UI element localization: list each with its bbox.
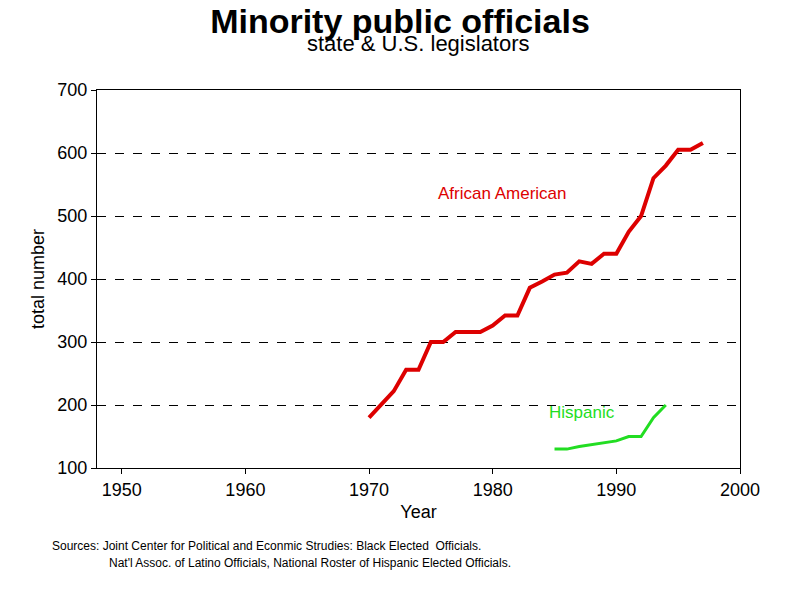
svg-text:400: 400	[57, 269, 87, 289]
svg-text:600: 600	[57, 143, 87, 163]
svg-text:1980: 1980	[473, 480, 513, 500]
svg-text:700: 700	[57, 80, 87, 100]
svg-text:1970: 1970	[349, 480, 389, 500]
svg-text:500: 500	[57, 206, 87, 226]
svg-text:Year: Year	[400, 502, 436, 522]
svg-text:1990: 1990	[596, 480, 636, 500]
svg-text:Nat'l Assoc. of Latino Officia: Nat'l Assoc. of Latino Officials, Nation…	[109, 556, 511, 570]
svg-text:Minority public officials: Minority public officials	[210, 2, 590, 40]
svg-text:200: 200	[57, 395, 87, 415]
svg-text:Sources: Joint Center for Poli: Sources: Joint Center for Political and …	[52, 539, 481, 553]
svg-text:100: 100	[57, 458, 87, 478]
svg-text:1960: 1960	[225, 480, 265, 500]
svg-text:African American: African American	[438, 184, 567, 203]
svg-text:state & U.S. legislators: state & U.S. legislators	[307, 31, 530, 56]
svg-text:total number: total number	[28, 229, 48, 329]
svg-text:2000: 2000	[720, 480, 760, 500]
svg-text:300: 300	[57, 332, 87, 352]
svg-text:1950: 1950	[102, 480, 142, 500]
svg-text:Hispanic: Hispanic	[549, 403, 615, 422]
